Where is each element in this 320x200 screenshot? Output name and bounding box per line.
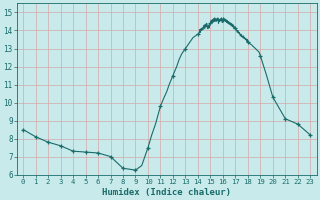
- X-axis label: Humidex (Indice chaleur): Humidex (Indice chaleur): [102, 188, 231, 197]
